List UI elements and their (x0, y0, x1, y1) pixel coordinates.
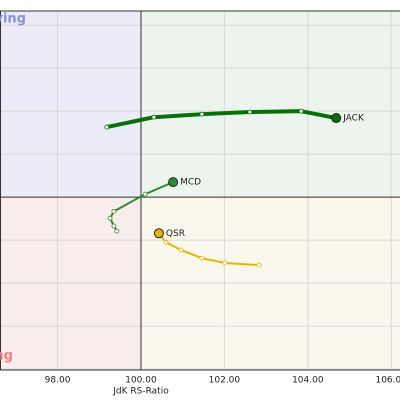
head-point (153, 228, 164, 239)
plot: JACK MCD QSR (104, 108, 365, 268)
quadrant-leading (140, 11, 400, 198)
tail-point (256, 262, 262, 268)
tail-point (163, 239, 169, 245)
x-tick-label: 106.00 (375, 376, 400, 386)
tail-point (104, 124, 110, 130)
tail-point (178, 247, 184, 253)
head-point (168, 177, 179, 188)
head-point (331, 113, 342, 124)
tail-point (222, 260, 228, 266)
plot-frame (0, 10, 400, 371)
quadrant-label: ving (0, 12, 26, 27)
tail-point (107, 215, 113, 221)
tail-point (151, 114, 157, 120)
tail-point (298, 108, 304, 114)
tail-point (247, 109, 253, 115)
quadrants (0, 11, 400, 370)
series-label: QSR (166, 229, 185, 239)
tail-point (199, 111, 205, 117)
quadrant-label: ing (0, 349, 13, 364)
series-label: MCD (180, 178, 201, 188)
tail-point (111, 223, 117, 229)
grid (0, 10, 400, 371)
series-label: JACK (342, 114, 365, 124)
tail-point (114, 228, 120, 234)
x-tick-label: 100.00 (125, 376, 157, 386)
x-tick-label: 102.00 (209, 376, 241, 386)
x-tick-label: 104.00 (292, 376, 324, 386)
quadrant-improving (0, 11, 141, 198)
tail-point (199, 255, 205, 261)
x-axis-label: JdK RS-Ratio (112, 387, 169, 397)
tail-point (142, 191, 148, 197)
tail-line (104, 109, 339, 130)
x-tick-label: 98.00 (45, 376, 71, 386)
tail-point (111, 208, 117, 214)
